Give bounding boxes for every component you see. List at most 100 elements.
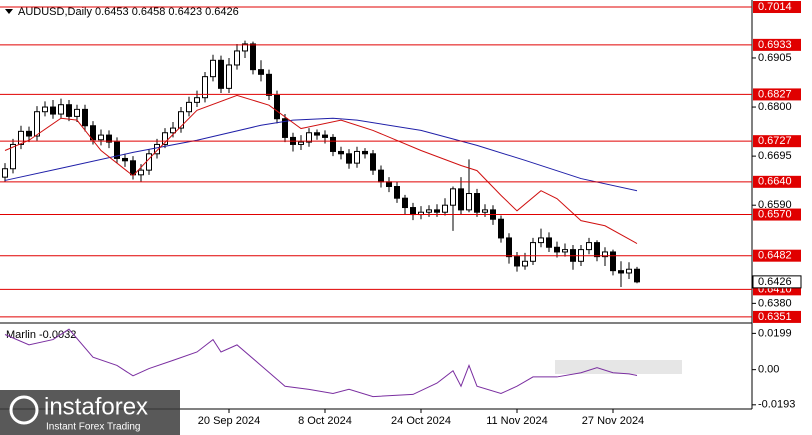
level-label: 0.6827 bbox=[758, 88, 792, 100]
candle-body bbox=[354, 150, 360, 164]
candle-body bbox=[66, 104, 72, 117]
level-label-box bbox=[753, 310, 801, 323]
candle-body bbox=[266, 73, 272, 96]
candle-body bbox=[482, 209, 488, 213]
indicator-title: Marlin -0.0032 bbox=[6, 329, 76, 341]
candle-body bbox=[506, 237, 512, 258]
chart-title: AUDUSD,Daily 0.6453 0.6458 0.6423 0.6426 bbox=[18, 6, 239, 18]
level-label: 0.6727 bbox=[758, 135, 792, 147]
y-tick-label: 0.0199 bbox=[758, 327, 792, 339]
moving-average bbox=[4, 94, 638, 244]
candle-body bbox=[426, 209, 432, 213]
candle-body bbox=[450, 188, 456, 206]
candle-body bbox=[82, 108, 88, 127]
candle-body bbox=[346, 153, 352, 164]
candle-body bbox=[618, 270, 624, 274]
candle-body bbox=[530, 242, 536, 262]
y-tick-label: 0.6905 bbox=[758, 52, 792, 64]
level-label: 0.7014 bbox=[758, 1, 792, 13]
menu-triangle bbox=[5, 9, 13, 14]
candle-body bbox=[162, 132, 168, 145]
candle-body bbox=[522, 260, 528, 267]
candle-body bbox=[466, 193, 472, 211]
candle-body bbox=[234, 50, 240, 66]
candle-body bbox=[146, 153, 152, 171]
shade bbox=[555, 360, 682, 374]
candle-body bbox=[18, 130, 24, 145]
candle-body bbox=[226, 64, 232, 89]
candle-body bbox=[106, 134, 112, 143]
candle-body bbox=[58, 104, 64, 115]
candle-body bbox=[202, 76, 208, 99]
candle-body bbox=[274, 94, 280, 120]
candle-body bbox=[186, 101, 192, 113]
candle-body bbox=[626, 268, 632, 274]
candle-body bbox=[322, 134, 328, 138]
candle-body bbox=[386, 181, 392, 188]
x-tick-label: 24 Oct 2024 bbox=[391, 415, 451, 427]
candle-body bbox=[586, 242, 592, 251]
candle-body bbox=[74, 108, 80, 117]
x-tick-label: 27 Nov 2024 bbox=[582, 415, 644, 427]
level-label-box bbox=[753, 175, 801, 188]
price-label: 0.6426 bbox=[758, 276, 792, 288]
candle-body bbox=[498, 218, 504, 239]
price-label-box bbox=[752, 275, 802, 289]
candle-body bbox=[258, 69, 264, 75]
candle-body bbox=[218, 59, 224, 89]
level-label-box bbox=[753, 38, 801, 51]
candle-body bbox=[362, 150, 368, 155]
candle-body bbox=[26, 130, 32, 137]
level-label: 0.6640 bbox=[758, 176, 792, 188]
candle-body bbox=[194, 97, 200, 103]
logo-icon bbox=[9, 395, 39, 425]
candle-body bbox=[98, 134, 104, 141]
candle-body bbox=[242, 43, 248, 52]
level-label-box bbox=[753, 208, 801, 221]
candle-body bbox=[114, 141, 120, 159]
level-label-box bbox=[753, 135, 801, 148]
candle-body bbox=[602, 251, 608, 258]
candle-body bbox=[306, 132, 312, 143]
candle-body bbox=[410, 207, 416, 216]
level-label: 0.6482 bbox=[758, 250, 792, 262]
candle-body bbox=[610, 251, 616, 272]
y-tick-label: 0.6380 bbox=[758, 297, 792, 309]
y-tick-label: -0.0193 bbox=[758, 399, 795, 411]
level-label: 0.6570 bbox=[758, 208, 792, 220]
level-label-box bbox=[753, 249, 801, 262]
candle-body bbox=[42, 106, 48, 113]
x-tick-label: 11 Nov 2024 bbox=[486, 415, 548, 427]
candle-body bbox=[474, 193, 480, 213]
logo-tagline: Instant Forex Trading bbox=[46, 422, 141, 433]
candle-body bbox=[458, 188, 464, 211]
candle-body bbox=[130, 160, 136, 176]
y-tick-label: 0.6800 bbox=[758, 101, 792, 113]
candle-body bbox=[378, 169, 384, 183]
candle-body bbox=[50, 106, 56, 115]
candle-body bbox=[394, 186, 400, 199]
candle-body bbox=[634, 268, 640, 283]
level-label-box bbox=[753, 88, 801, 101]
candle-body bbox=[34, 111, 40, 137]
candle-body bbox=[178, 111, 184, 129]
indicator-line bbox=[4, 328, 638, 398]
candle-body bbox=[562, 249, 568, 253]
candle-body bbox=[210, 59, 216, 78]
candle-body bbox=[170, 127, 176, 134]
candle-body bbox=[330, 136, 336, 152]
candle-body bbox=[434, 209, 440, 213]
plot: 0.6905 0.6800 0.6695 0.6590 0.6380 20 Sep 202… bbox=[0, 1, 802, 427]
candle-body bbox=[138, 169, 144, 176]
candle-body bbox=[442, 204, 448, 213]
candle-body bbox=[122, 157, 128, 162]
y-tick-label: 0.00 bbox=[758, 364, 779, 376]
candle-body bbox=[338, 150, 344, 155]
candle-body bbox=[154, 143, 160, 155]
logo-name: instaforex bbox=[44, 393, 148, 420]
candle-body bbox=[314, 132, 320, 136]
candle-body bbox=[514, 256, 520, 267]
